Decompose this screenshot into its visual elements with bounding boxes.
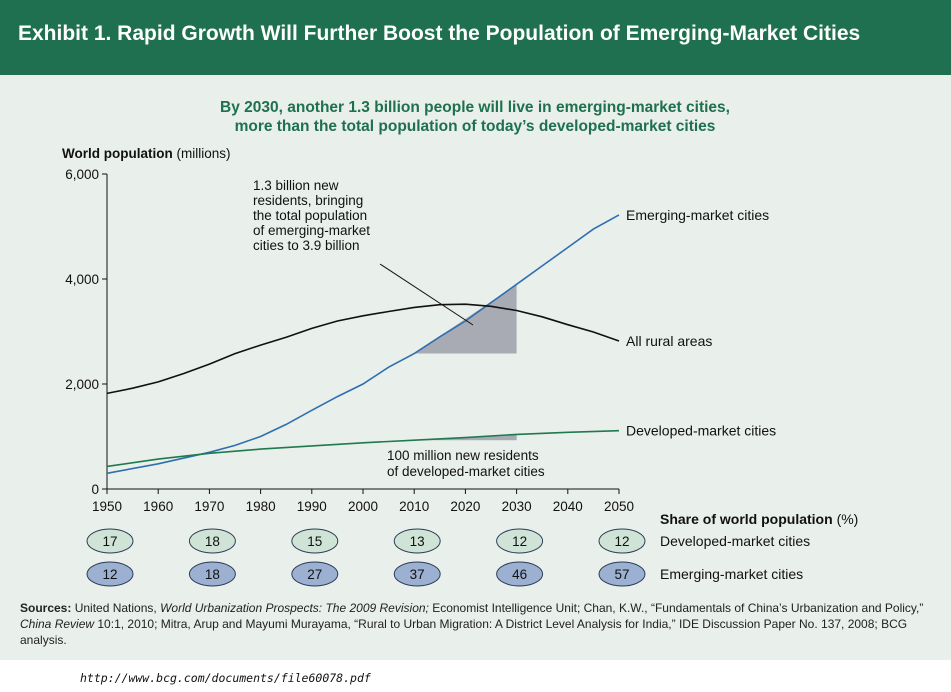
annotation-text-line: 100 million new residents	[387, 448, 539, 463]
share-oval	[291, 561, 339, 587]
sources-text-3: 10:1, 2010; Mitra, Arup and Mayumi Muray…	[20, 617, 908, 647]
sources-text-2: Economist Intelligence Unit; Chan, K.W.,…	[428, 601, 924, 615]
share-value: 18	[205, 534, 220, 549]
share-value: 17	[102, 534, 117, 549]
share-oval	[188, 528, 236, 554]
share-oval	[188, 561, 236, 587]
x-tick-label: 2030	[502, 499, 532, 514]
share-value: 13	[410, 534, 425, 549]
chart-panel	[0, 75, 951, 660]
annotation-text-line: residents, bringing	[253, 193, 363, 208]
sources-title-2: China Review	[20, 617, 95, 631]
y-axis-label: World population (millions)	[62, 146, 230, 161]
share-table-title: Share of world population (%)	[660, 511, 858, 527]
chart-subtitle-line: more than the total population of today’…	[235, 118, 716, 135]
share-oval	[496, 561, 544, 587]
x-tick-label: 2050	[604, 499, 634, 514]
x-tick-label: 2010	[399, 499, 429, 514]
series-line-emerging-market-cities	[106, 214, 620, 475]
source-url[interactable]: http://www.bcg.com/documents/file60078.p…	[80, 671, 371, 685]
share-oval	[291, 528, 339, 554]
annotation-text-line: of developed-market cities	[387, 464, 545, 479]
share-value: 12	[102, 567, 117, 582]
share-value: 15	[307, 534, 322, 549]
chart-subtitle-line: By 2030, another 1.3 billion people will…	[220, 99, 730, 116]
x-tick-label: 1970	[194, 499, 224, 514]
share-row-label: Developed-market cities	[660, 533, 810, 549]
share-value: 12	[512, 534, 527, 549]
share-value: 37	[410, 567, 425, 582]
x-tick-label: 1960	[143, 499, 173, 514]
share-oval	[598, 528, 646, 554]
share-oval	[86, 528, 134, 554]
x-tick-label: 2000	[348, 499, 378, 514]
sources-text-1: United Nations,	[71, 601, 161, 615]
series-label: Developed-market cities	[626, 423, 776, 439]
share-row-label: Emerging-market cities	[660, 566, 803, 582]
share-value: 27	[307, 567, 322, 582]
series-line-developed-market-cities	[106, 429, 620, 468]
share-value: 57	[614, 567, 629, 582]
y-tick-label: 4,000	[65, 272, 99, 287]
series-label: All rural areas	[626, 333, 712, 349]
x-tick-label: 1950	[92, 499, 122, 514]
series-line-all-rural-areas	[106, 303, 620, 395]
share-value: 18	[205, 567, 220, 582]
share-oval	[393, 561, 441, 587]
share-oval	[86, 561, 134, 587]
share-oval	[598, 561, 646, 587]
share-value: 12	[614, 534, 629, 549]
share-value: 46	[512, 567, 527, 582]
annotation-text-line: 1.3 billion new	[253, 178, 339, 193]
sources-title-1: World Urbanization Prospects: The 2009 R…	[160, 601, 429, 615]
growth-shaded-region-0	[414, 284, 517, 354]
y-tick-label: 2,000	[65, 377, 99, 392]
sources-note: Sources: United Nations, World Urbanizat…	[20, 600, 930, 648]
exhibit-header: Exhibit 1. Rapid Growth Will Further Boo…	[0, 0, 951, 75]
annotation-text-line: the total population	[253, 208, 367, 223]
x-tick-label: 2020	[450, 499, 480, 514]
annotation-text-line: of emerging-market	[253, 223, 370, 238]
annotation-text-line: cities to 3.9 billion	[253, 238, 360, 253]
y-tick-label: 6,000	[65, 167, 99, 182]
exhibit-title: Exhibit 1. Rapid Growth Will Further Boo…	[18, 22, 861, 45]
x-tick-label: 1990	[297, 499, 327, 514]
annotation-leader-line	[379, 263, 474, 326]
sources-label: Sources:	[20, 601, 72, 615]
y-tick-label: 0	[91, 482, 99, 497]
share-oval	[496, 528, 544, 554]
x-tick-label: 1980	[246, 499, 276, 514]
series-label: Emerging-market cities	[626, 207, 769, 223]
x-tick-label: 2040	[553, 499, 583, 514]
share-oval	[393, 528, 441, 554]
